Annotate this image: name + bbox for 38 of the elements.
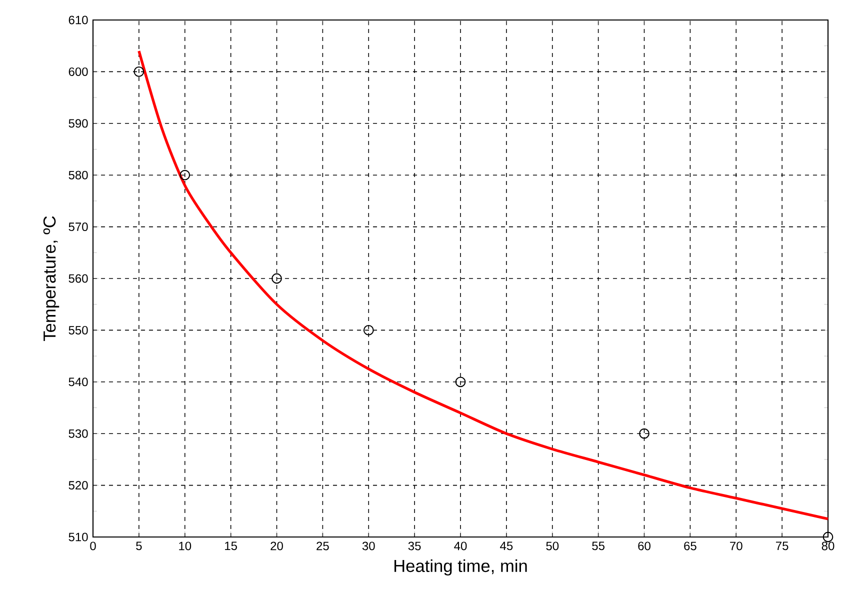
x-tick-label: 55: [592, 542, 604, 550]
point: [134, 66, 144, 77]
x-tick-label: 40: [454, 542, 467, 550]
y-tick-label: 550: [68, 326, 88, 334]
x-tick-label: 80: [822, 542, 834, 550]
x-tick-label: 70: [730, 542, 742, 550]
x-tick-label: 15: [225, 542, 237, 550]
y-tick-label: 560: [68, 274, 88, 283]
point: [180, 170, 190, 180]
y-axis-title: Temperature, ºC: [43, 216, 60, 341]
x-tick-label: 65: [684, 542, 696, 550]
x-tick-label: 5: [136, 542, 142, 550]
point: [455, 376, 466, 388]
y-tick-label: 600: [68, 67, 88, 76]
x-tick-label: 75: [776, 542, 788, 550]
y-tick-label: 520: [68, 481, 88, 490]
x-tick-label: 10: [179, 542, 192, 550]
y-tick-label: 510: [68, 532, 88, 542]
x-tick-label: 0: [90, 542, 96, 550]
point: [639, 428, 650, 439]
x-axis-title: Heating time, min: [394, 559, 527, 576]
y-tick-label: 610: [68, 16, 88, 24]
point: [272, 273, 282, 284]
y-tick-label: 570: [68, 222, 88, 232]
y-tick-label: 580: [68, 170, 88, 180]
x-tick-label: 35: [408, 542, 421, 550]
x-tick-label: 20: [270, 542, 283, 550]
x-tick-label: 45: [500, 542, 513, 550]
line-series: [138, 50, 830, 520]
x-tick-label: 25: [316, 542, 329, 550]
y-tick-label: 540: [68, 378, 88, 386]
x-tick-label: 50: [546, 542, 559, 550]
point: [822, 532, 834, 542]
y-tick-label: 590: [68, 119, 88, 128]
y-tick-label: 530: [68, 429, 88, 438]
point: [363, 324, 374, 336]
x-tick-label: 60: [638, 542, 650, 550]
x-tick-label: 30: [362, 542, 375, 550]
